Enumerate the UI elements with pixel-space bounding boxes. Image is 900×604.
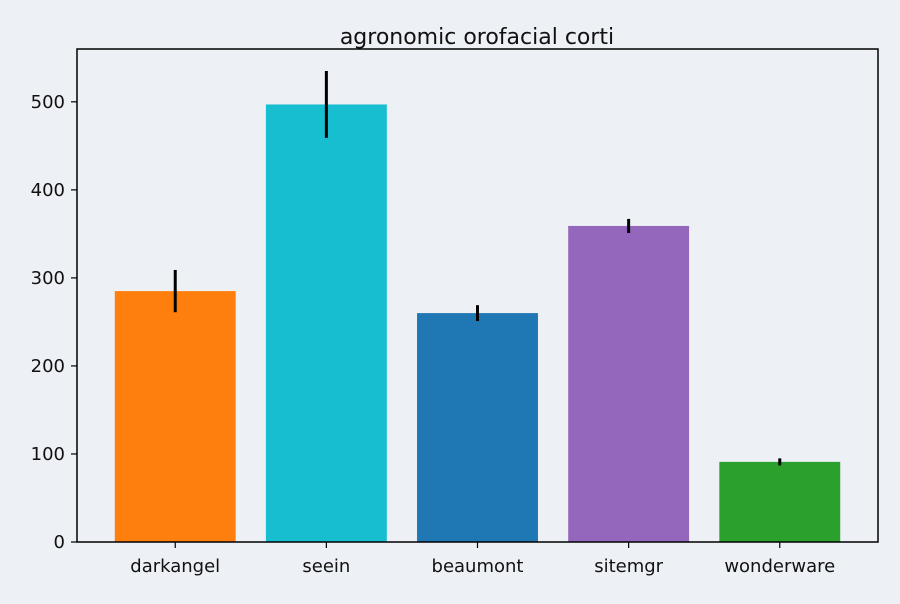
y-axis: 0 100 200 300 400 500 [31, 92, 77, 553]
bar-sitemgr [568, 225, 690, 542]
x-tick-label-beaumont: beaumont [432, 556, 524, 577]
error-bars-layer [173, 71, 782, 466]
y-tick-label-300: 300 [31, 268, 65, 289]
plot-frame [76, 48, 879, 543]
x-tick-label-wonderware: wonderware [724, 556, 835, 577]
x-tick-label-darkangel: darkangel [130, 556, 220, 577]
bar-beaumont [417, 313, 538, 542]
y-tick-label-100: 100 [31, 444, 65, 465]
y-tick-label-200: 200 [31, 356, 65, 377]
x-tick-label-sitemgr: sitemgr [594, 556, 663, 577]
bar-seein [265, 104, 387, 543]
bars-layer [114, 104, 841, 543]
y-tick-label-0: 0 [54, 532, 65, 553]
x-axis: darkangel seein beaumont sitemgr wonderware [130, 542, 835, 577]
bar-darkangel [114, 291, 236, 542]
y-tick-label-400: 400 [31, 180, 65, 201]
y-tick-label-500: 500 [31, 92, 65, 113]
chart-title: agronomic orofacial corti [340, 25, 614, 50]
bar-wonderware [719, 461, 841, 542]
x-tick-label-seein: seein [302, 556, 350, 577]
